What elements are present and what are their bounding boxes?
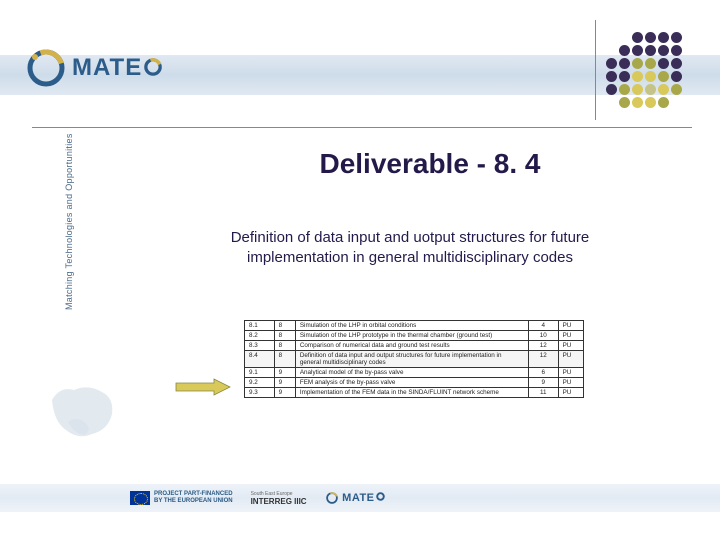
table-row: 9.29FEM analysis of the by-pass valve9PU — [245, 378, 584, 388]
table-row: 9.39Implementation of the FEM data in th… — [245, 388, 584, 398]
mateo-logo-text: MATE — [72, 54, 164, 82]
table-row: 8.28Simulation of the LHP prototype in t… — [245, 331, 584, 341]
mateo-logo-small: MATE — [325, 491, 386, 505]
sidebar-tagline: Matching Technologies and Opportunities — [64, 133, 74, 310]
footer-logos: PROJECT PART-FINANCED BY THE EUROPEAN UN… — [130, 484, 386, 512]
slide-subtitle: Definition of data input and uotput stru… — [180, 228, 640, 267]
table-row: 9.19Analytical model of the by-pass valv… — [245, 368, 584, 378]
table-row: 8.18Simulation of the LHP in orbital con… — [245, 321, 584, 331]
table-row: 8.48Definition of data input and output … — [245, 351, 584, 368]
mateo-ring-icon — [26, 48, 66, 88]
deliverables-table: 8.18Simulation of the LHP in orbital con… — [244, 320, 584, 398]
interreg-logo: South East Europe INTERREG IIIC — [251, 491, 307, 506]
eu-flag-icon — [130, 491, 150, 505]
slide-title: Deliverable - 8. 4 — [180, 148, 680, 180]
dot-motif — [606, 32, 682, 108]
mateo-logo: MATE — [26, 48, 164, 88]
arrow-icon — [174, 378, 232, 396]
eu-financed-text: PROJECT PART-FINANCED BY THE EUROPEAN UN… — [154, 491, 233, 504]
horizontal-divider — [32, 127, 692, 128]
vertical-divider — [595, 20, 596, 120]
table-row: 8.38Comparison of numerical data and gro… — [245, 341, 584, 351]
map-thumbnail — [48, 380, 120, 444]
